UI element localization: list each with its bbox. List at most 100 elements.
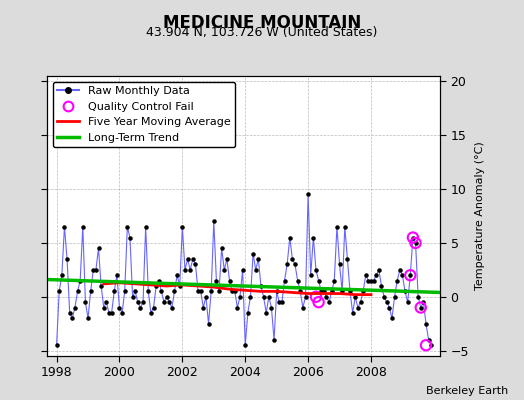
Point: [422, 342, 430, 348]
Point: [52, 342, 61, 348]
Legend: Raw Monthly Data, Quality Control Fail, Five Year Moving Average, Long-Term Tren: Raw Monthly Data, Quality Control Fail, …: [53, 82, 235, 147]
Point: [317, 288, 325, 294]
Text: Berkeley Earth: Berkeley Earth: [426, 386, 508, 396]
Text: 43.904 N, 103.726 W (United States): 43.904 N, 103.726 W (United States): [146, 26, 378, 39]
Text: MEDICINE MOUNTAIN: MEDICINE MOUNTAIN: [163, 14, 361, 32]
Point: [377, 283, 386, 289]
Point: [126, 234, 134, 241]
Point: [233, 304, 242, 311]
Point: [403, 299, 412, 305]
Point: [293, 278, 302, 284]
Point: [338, 288, 346, 294]
Point: [178, 224, 187, 230]
Point: [76, 278, 84, 284]
Point: [173, 272, 181, 278]
Point: [364, 278, 373, 284]
Point: [314, 299, 323, 305]
Point: [110, 288, 118, 294]
Point: [270, 337, 278, 343]
Point: [168, 304, 176, 311]
Point: [241, 342, 249, 348]
Point: [262, 310, 270, 316]
Point: [84, 315, 92, 322]
Point: [422, 320, 430, 327]
Point: [196, 288, 205, 294]
Point: [259, 294, 268, 300]
Point: [225, 278, 234, 284]
Point: [100, 304, 108, 311]
Point: [419, 299, 428, 305]
Point: [157, 288, 166, 294]
Point: [186, 267, 194, 273]
Point: [144, 288, 152, 294]
Point: [362, 272, 370, 278]
Point: [341, 224, 349, 230]
Point: [409, 234, 417, 241]
Point: [63, 256, 71, 262]
Y-axis label: Temperature Anomaly (°C): Temperature Anomaly (°C): [475, 142, 485, 290]
Point: [220, 267, 228, 273]
Point: [170, 288, 179, 294]
Point: [212, 278, 221, 284]
Point: [414, 294, 422, 300]
Point: [149, 304, 158, 311]
Point: [275, 299, 283, 305]
Point: [97, 283, 105, 289]
Point: [141, 224, 150, 230]
Point: [68, 315, 77, 322]
Point: [181, 267, 189, 273]
Point: [406, 272, 414, 278]
Point: [346, 288, 354, 294]
Point: [417, 304, 425, 311]
Point: [385, 304, 394, 311]
Point: [189, 256, 197, 262]
Point: [304, 191, 312, 198]
Point: [291, 261, 299, 268]
Point: [367, 278, 375, 284]
Point: [351, 294, 359, 300]
Point: [388, 315, 396, 322]
Point: [369, 278, 378, 284]
Point: [296, 288, 304, 294]
Point: [307, 272, 315, 278]
Point: [210, 218, 218, 224]
Point: [359, 288, 367, 294]
Point: [322, 294, 331, 300]
Point: [223, 256, 231, 262]
Point: [131, 288, 139, 294]
Point: [312, 267, 320, 273]
Point: [238, 267, 247, 273]
Point: [330, 278, 339, 284]
Point: [134, 299, 142, 305]
Point: [94, 245, 103, 252]
Point: [354, 304, 362, 311]
Point: [183, 256, 192, 262]
Point: [390, 294, 399, 300]
Point: [81, 299, 90, 305]
Point: [328, 288, 336, 294]
Point: [102, 299, 111, 305]
Point: [107, 310, 116, 316]
Point: [424, 337, 433, 343]
Point: [333, 224, 341, 230]
Point: [299, 304, 307, 311]
Point: [272, 288, 281, 294]
Point: [89, 267, 97, 273]
Point: [427, 342, 435, 348]
Point: [252, 267, 260, 273]
Point: [417, 304, 425, 311]
Point: [236, 294, 244, 300]
Point: [202, 294, 210, 300]
Point: [73, 288, 82, 294]
Point: [136, 304, 145, 311]
Point: [139, 299, 147, 305]
Point: [176, 283, 184, 289]
Point: [320, 288, 328, 294]
Point: [280, 278, 289, 284]
Point: [278, 299, 286, 305]
Point: [121, 288, 129, 294]
Point: [383, 299, 391, 305]
Point: [66, 310, 74, 316]
Point: [265, 294, 273, 300]
Point: [246, 294, 255, 300]
